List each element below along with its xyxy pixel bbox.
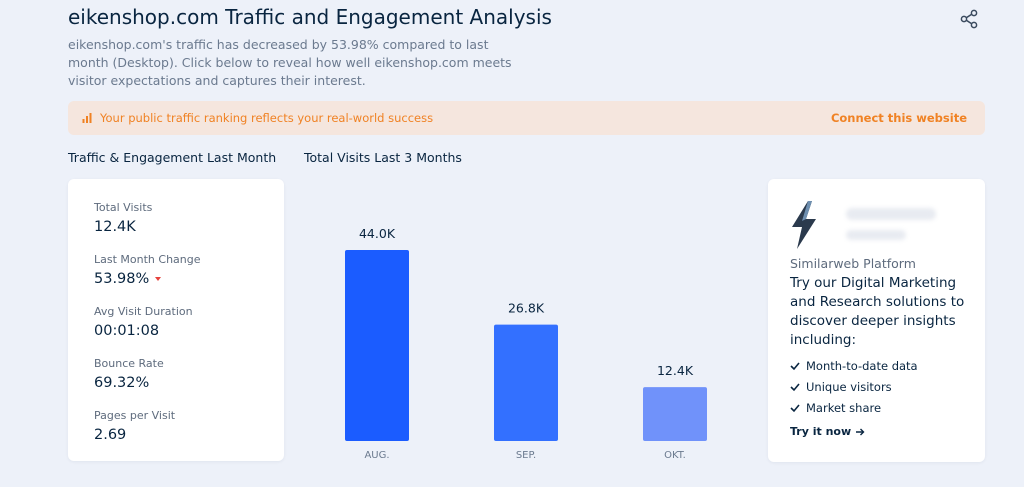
promo-brand: Similarweb Platform (790, 256, 916, 271)
bar-value-label: 12.4K (657, 363, 694, 378)
try-it-now-link[interactable]: Try it now (790, 425, 865, 438)
page-subtitle: eikenshop.com's traffic has decreased by… (68, 37, 512, 88)
bar-value-label: 26.8K (508, 301, 545, 316)
ranking-banner: Your public traffic ranking reflects you… (68, 101, 985, 135)
connect-website-link[interactable]: Connect this website (830, 111, 967, 125)
metric-total-visits: Total Visits 12.4K (94, 201, 258, 237)
list-item: Unique visitors (790, 376, 918, 397)
promo-feature-list: Month-to-date data Unique visitors Marke… (790, 355, 918, 418)
page-title: eikenshop.com Traffic and Engagement Ana… (68, 5, 552, 29)
metric-label: Avg Visit Duration (94, 305, 193, 318)
metrics-section-title: Traffic & Engagement Last Month (68, 150, 277, 165)
check-icon (790, 403, 800, 412)
metric-value-text: 53.98% (94, 271, 150, 287)
metric-value: 53.98% (94, 269, 258, 289)
metrics-card: Total Visits 12.4K Last Month Change 53.… (68, 179, 284, 461)
metric-value-text: 69.32% (94, 375, 150, 391)
promo-heading: Try our Digital Marketing and Research s… (790, 275, 965, 348)
metric-value: 12.4K (94, 217, 258, 237)
metric-label: Last Month Change (94, 253, 201, 266)
bar-sep[interactable] (494, 324, 558, 441)
share-icon[interactable] (958, 8, 980, 30)
promo-item-label: Unique visitors (806, 379, 892, 394)
try-it-now-label: Try it now (790, 425, 852, 438)
bar-aug[interactable] (345, 250, 409, 441)
metric-label: Pages per Visit (94, 409, 176, 422)
metric-value-text: 2.69 (94, 427, 127, 443)
metric-value-text: 00:01:08 (94, 323, 160, 339)
x-tick-label: AUG. (364, 450, 389, 461)
metric-label: Total Visits (94, 201, 153, 214)
promo-item-label: Market share (806, 400, 882, 415)
blurred-placeholder (846, 230, 906, 240)
visits-section-title: Total Visits Last 3 Months (304, 150, 462, 165)
visits-bar-chart: 44.0K AUG. 26.8K SEP. 12.4K OKT. (345, 226, 707, 461)
check-icon (790, 382, 800, 391)
arrow-right-icon (856, 428, 865, 435)
similarweb-promo-card: Similarweb Platform Try our Digital Mark… (768, 179, 985, 462)
down-caret-icon (155, 277, 162, 281)
bar-value-label: 44.0K (359, 226, 396, 241)
bar-okt[interactable] (643, 387, 707, 441)
metric-label: Bounce Rate (94, 357, 164, 370)
bar-chart-icon (82, 113, 92, 123)
banner-text: Your public traffic ranking reflects you… (100, 111, 434, 125)
metric-value: 69.32% (94, 373, 258, 393)
blurred-placeholder (846, 208, 936, 220)
list-item: Month-to-date data (790, 355, 918, 376)
x-tick-label: OKT. (664, 450, 686, 461)
metric-pages-per-visit: Pages per Visit 2.69 (94, 409, 258, 445)
metric-value: 2.69 (94, 425, 258, 445)
metric-bounce-rate: Bounce Rate 69.32% (94, 357, 258, 393)
metric-last-month-change: Last Month Change 53.98% (94, 253, 258, 289)
metric-value-text: 12.4K (94, 219, 136, 235)
lightning-logo-icon (792, 201, 816, 249)
promo-item-label: Month-to-date data (806, 358, 918, 373)
metric-value: 00:01:08 (94, 321, 258, 341)
x-tick-label: SEP. (516, 450, 536, 461)
metric-avg-visit-duration: Avg Visit Duration 00:01:08 (94, 305, 258, 341)
list-item: Market share (790, 397, 918, 418)
check-icon (790, 361, 800, 370)
